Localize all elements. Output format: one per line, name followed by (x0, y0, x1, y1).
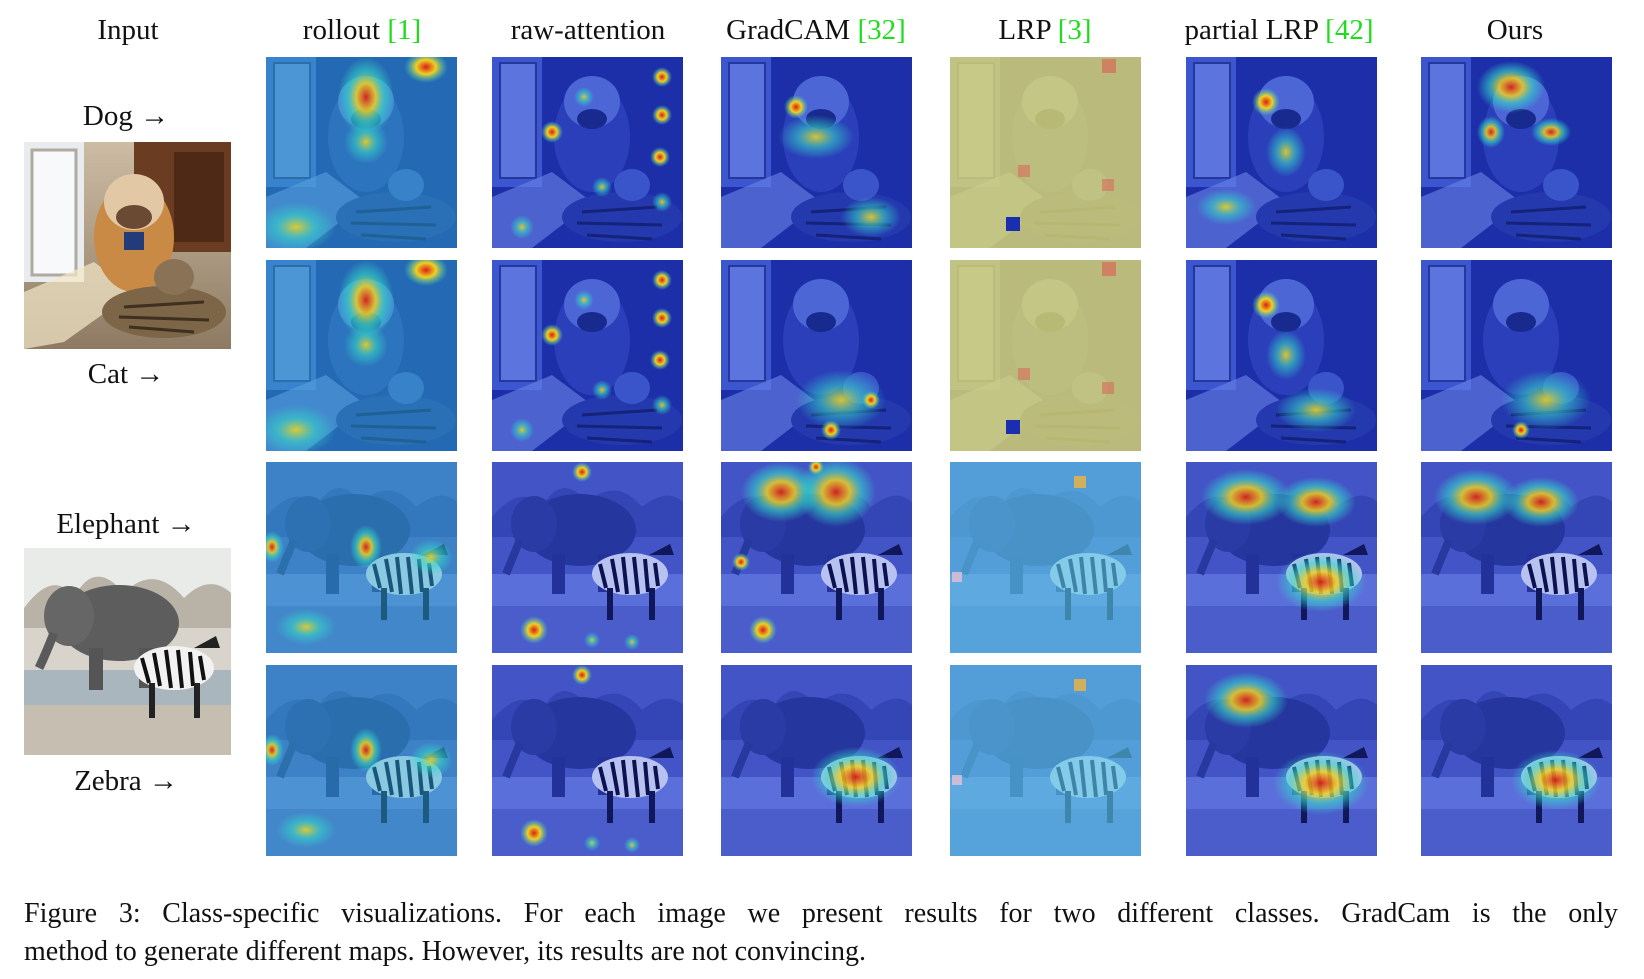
map-rollout-dog (266, 57, 457, 248)
citation-ref: [42] (1325, 14, 1374, 46)
map-lrp-dog (950, 57, 1141, 248)
map-ours-cat (1421, 260, 1612, 451)
map-ours-dog (1421, 57, 1612, 248)
citation-ref: [32] (857, 14, 906, 46)
map-gradcam-cat (721, 260, 912, 451)
column-header-partial-lrp: partial LRP [42] (1184, 14, 1374, 46)
map-lrp-elephant (950, 462, 1141, 653)
input-image-dog-cat (24, 142, 231, 349)
map-rollout-zebra (266, 665, 457, 856)
caption-line-1: Figure 3: Class-specific visualizations.… (24, 898, 1618, 929)
map-raw-attention-cat (492, 260, 683, 451)
map-partial-lrp-dog (1186, 57, 1377, 248)
input-image-elephant-zebra (24, 548, 231, 755)
citation-ref: [3] (1057, 14, 1092, 46)
map-lrp-zebra (950, 665, 1141, 856)
column-header-ours: Ours (1486, 14, 1544, 46)
map-raw-attention-elephant (492, 462, 683, 653)
map-partial-lrp-cat (1186, 260, 1377, 451)
caption-line-2: method to generate different maps. Howev… (24, 936, 866, 967)
citation-ref: [1] (387, 14, 422, 46)
map-rollout-elephant (266, 462, 457, 653)
map-partial-lrp-zebra (1186, 665, 1377, 856)
map-raw-attention-zebra (492, 665, 683, 856)
map-gradcam-zebra (721, 665, 912, 856)
map-gradcam-elephant (721, 462, 912, 653)
map-partial-lrp-elephant (1186, 462, 1377, 653)
column-header-gradcam: GradCAM [32] (726, 14, 906, 46)
figure-caption: Figure 3: Class-specific visualizations.… (24, 895, 1618, 971)
class-label-dog: Dog → (82, 100, 170, 132)
column-header-lrp: LRP [3] (998, 14, 1092, 46)
class-label-cat: Cat → (87, 358, 165, 390)
map-ours-elephant (1421, 462, 1612, 653)
column-header-input: Input (97, 14, 159, 46)
map-ours-zebra (1421, 665, 1612, 856)
map-gradcam-dog (721, 57, 912, 248)
map-lrp-cat (950, 260, 1141, 451)
column-header-raw-attention: raw-attention (510, 14, 666, 46)
map-rollout-cat (266, 260, 457, 451)
map-raw-attention-dog (492, 57, 683, 248)
class-label-zebra: Zebra → (74, 765, 178, 797)
column-header-rollout: rollout [1] (302, 14, 422, 46)
class-label-elephant: Elephant → (56, 508, 196, 540)
